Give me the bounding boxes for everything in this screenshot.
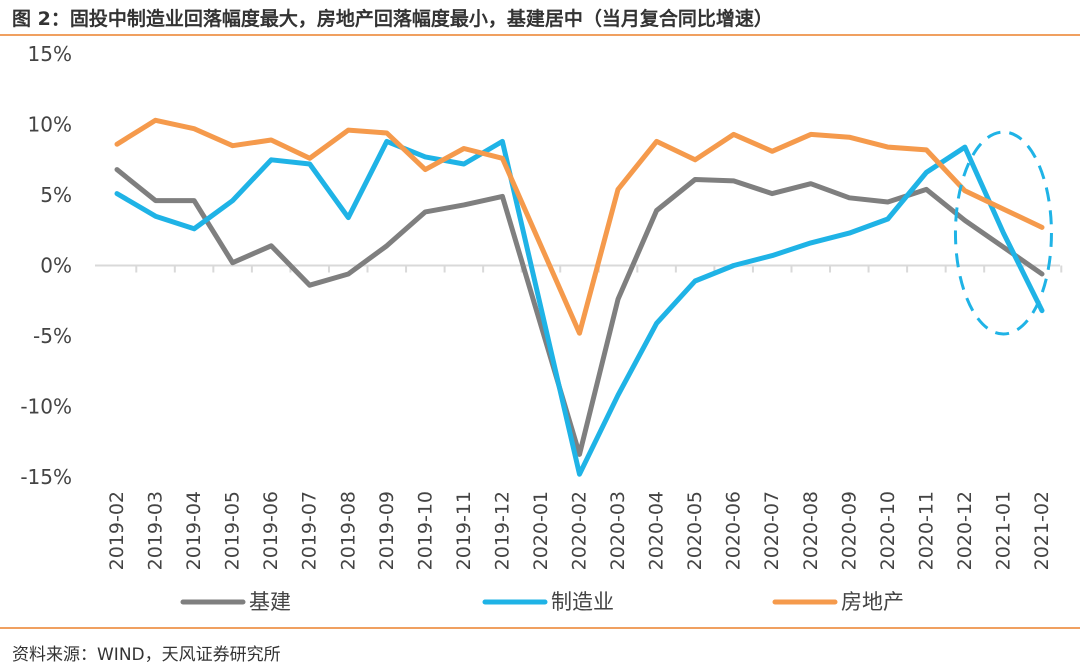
- y-tick-label: -10%: [20, 395, 72, 419]
- x-tick-label: 2020-10: [877, 491, 899, 570]
- chart-axes: 15% 10% 5% 0% -5% -10% -15% 2019-02 2019-03 2019-…: [20, 42, 1063, 570]
- x-tick-label: 2019-04: [183, 491, 205, 570]
- y-tick-label: 5%: [40, 183, 72, 207]
- legend-label-基建: 基建: [249, 590, 291, 614]
- x-tick-label: 2019-10: [414, 491, 436, 570]
- dashed-ellipse-annotation: [953, 130, 1053, 336]
- source-note: 资料来源：WIND，天风证券研究所: [12, 645, 281, 665]
- series-line-制造业: [114, 138, 1045, 477]
- x-tick-label: 2020-03: [607, 491, 629, 570]
- x-tick-label: 2020-12: [954, 491, 976, 570]
- series-line-房地产: [114, 117, 1045, 336]
- x-tick-label: 2019-07: [299, 491, 321, 570]
- x-tick-label: 2020-09: [838, 491, 860, 570]
- x-tick-label: 2020-05: [684, 491, 706, 570]
- x-tick-label: 2020-01: [530, 491, 552, 570]
- chart-annotations: [953, 130, 1053, 336]
- x-tick-label: 2021-01: [992, 491, 1014, 570]
- x-tick-label: 2019-12: [491, 491, 513, 570]
- x-tick-label: 2021-02: [1031, 491, 1053, 570]
- legend-label-制造业: 制造业: [551, 590, 614, 614]
- x-tick-label: 2020-07: [761, 491, 783, 570]
- series-line-基建: [114, 167, 1045, 457]
- y-tick-label: -5%: [33, 324, 72, 348]
- x-tick-label: 2019-09: [376, 491, 398, 570]
- y-tick-label: 15%: [28, 42, 72, 66]
- title-rule: [0, 34, 1080, 36]
- x-tick-label: 2019-06: [260, 491, 282, 570]
- x-tick-label: 2019-05: [222, 491, 244, 570]
- x-tick-label: 2020-11: [915, 491, 937, 570]
- x-tick-label: 2019-02: [106, 491, 128, 570]
- y-tick-label: 10%: [28, 113, 72, 137]
- x-tick-label: 2020-04: [646, 491, 668, 570]
- legend-label-房地产: 房地产: [841, 590, 904, 614]
- x-tick-label: 2019-03: [145, 491, 167, 570]
- bottom-rule: [0, 627, 1080, 629]
- y-tick-label: 0%: [40, 254, 72, 278]
- figure-title: 图 2：固投中制造业回落幅度最大，房地产回落幅度最小，基建居中（当月复合同比增速…: [12, 8, 773, 30]
- chart-series: [114, 117, 1045, 477]
- x-tick-label: 2020-02: [569, 491, 591, 570]
- line-chart: 15% 10% 5% 0% -5% -10% -15% 2019-02 2019-03 2019-…: [20, 42, 1063, 614]
- x-tick-label: 2020-08: [800, 491, 822, 570]
- y-tick-label: -15%: [20, 465, 72, 489]
- x-tick-label: 2020-06: [723, 491, 745, 570]
- x-tick-label: 2019-08: [337, 491, 359, 570]
- x-tick-label: 2019-11: [453, 491, 475, 570]
- chart-legend: 基建 制造业 房地产: [180, 590, 904, 614]
